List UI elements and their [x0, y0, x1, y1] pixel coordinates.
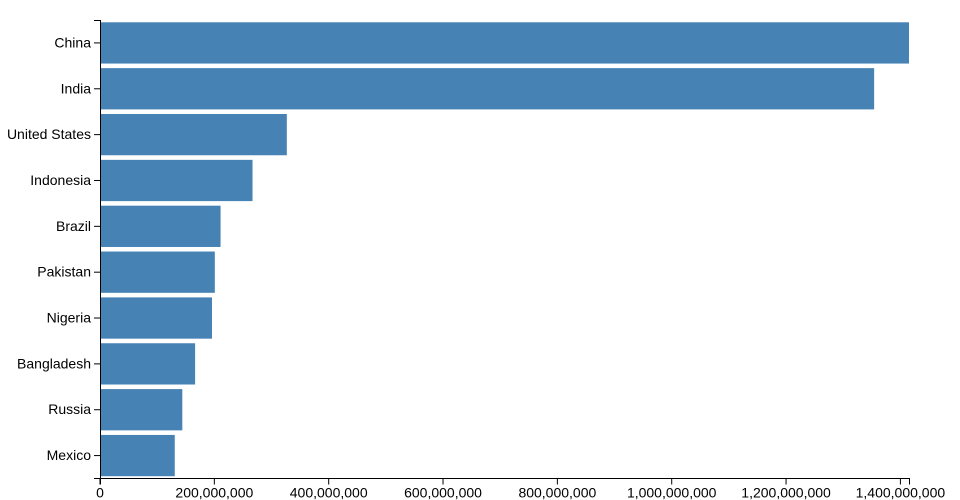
- y-tick-label-indonesia: Indonesia: [30, 172, 91, 188]
- x-tick-label-800000000: 800,000,000: [518, 484, 596, 500]
- x-tick-label-1000000000: 1,000,000,000: [627, 484, 717, 500]
- y-tick-label-nigeria: Nigeria: [47, 310, 92, 326]
- y-tick-label-brazil: Brazil: [56, 218, 91, 234]
- y-tick-label-pakistan: Pakistan: [37, 264, 91, 280]
- bar-mexico: [100, 434, 175, 477]
- bar-bangladesh: [100, 343, 196, 385]
- y-tick-label-bangladesh: Bangladesh: [17, 355, 91, 371]
- y-tick-label-india: India: [61, 80, 92, 96]
- x-tick-label-1400000000: 1,400,000,000: [856, 484, 946, 500]
- bar-pakistan: [100, 251, 215, 293]
- y-tick-label-mexico: Mexico: [47, 447, 92, 463]
- x-tick-label-600000000: 600,000,000: [404, 484, 482, 500]
- y-tick-label-china: China: [54, 34, 91, 50]
- bar-china: [100, 22, 909, 64]
- bar-indonesia: [100, 159, 253, 202]
- x-tick-label-400000000: 400,000,000: [290, 484, 368, 500]
- x-tick-label-200000000: 200,000,000: [175, 484, 253, 500]
- y-tick-label-russia: Russia: [48, 401, 91, 417]
- bar-russia: [100, 389, 183, 431]
- x-tick-label-1200000000: 1,200,000,000: [741, 484, 831, 500]
- x-tick-label-0: 0: [96, 484, 104, 500]
- y-axis-line: [94, 20, 101, 479]
- bar-brazil: [100, 205, 221, 247]
- bar-nigeria: [100, 297, 212, 339]
- bar-united-states: [100, 113, 287, 156]
- bar-india: [100, 68, 875, 110]
- y-tick-label-united-states: United States: [7, 126, 91, 142]
